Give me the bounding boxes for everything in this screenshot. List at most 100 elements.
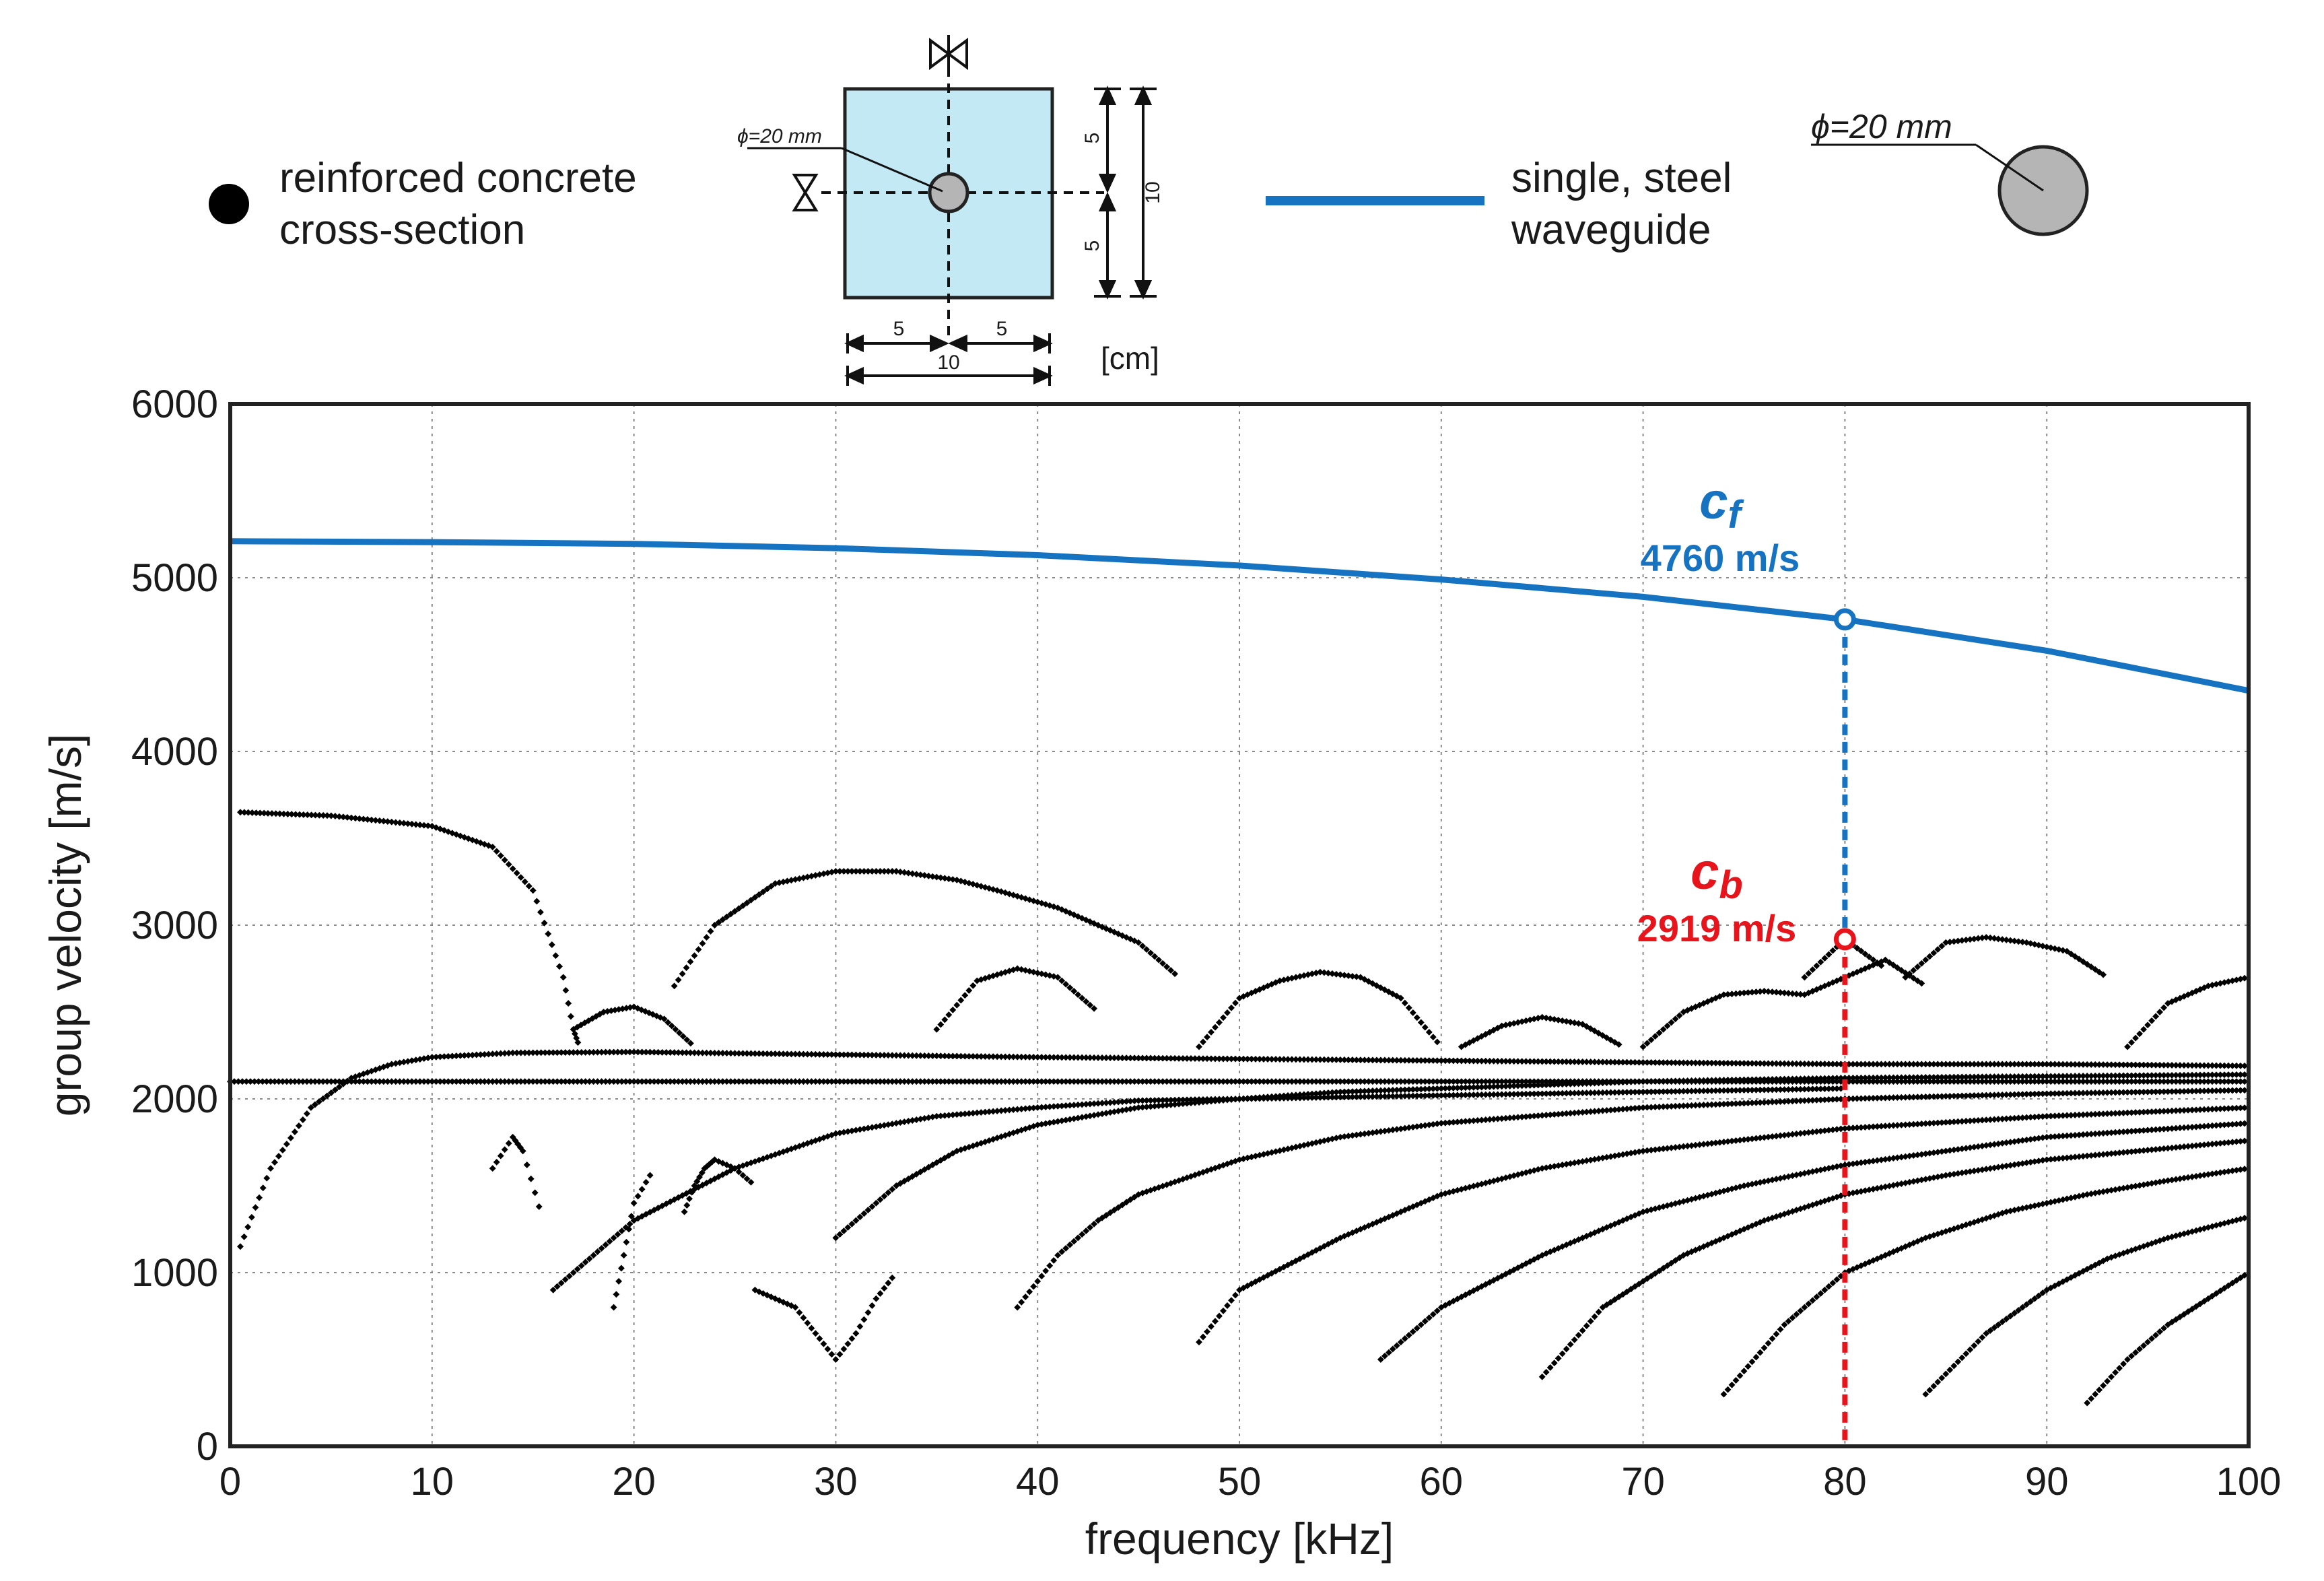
rc-point: [1050, 1054, 1058, 1061]
rc-point: [1736, 1060, 1744, 1067]
rc-point: [594, 1048, 601, 1056]
rc-point: [1825, 1085, 1833, 1092]
rc-point: [675, 976, 682, 984]
rc-point: [263, 1174, 271, 1182]
rc-point: [1575, 1331, 1582, 1339]
rc-point: [929, 873, 936, 880]
rc-point: [1050, 1103, 1058, 1110]
rc-point: [1038, 1054, 1046, 1061]
rc-point: [1462, 1078, 1469, 1085]
x-tick-label: 20: [612, 1460, 656, 1504]
rc-point: [1268, 1078, 1275, 1085]
rc-point: [2221, 1078, 2228, 1085]
rc-point: [1224, 1055, 1231, 1063]
rc-point: [2225, 1078, 2232, 1085]
rc-point: [727, 1050, 734, 1057]
rc-point: [1353, 1056, 1360, 1064]
rc-point: [1938, 1078, 1946, 1085]
rc-point: [549, 1286, 557, 1293]
rc-point: [1377, 1056, 1384, 1064]
rc-point: [1736, 1087, 1744, 1094]
steel-section-diagram: ϕ=20 mm: [1811, 108, 2089, 236]
rc-point: [2241, 1062, 2248, 1069]
rc-point: [606, 1048, 613, 1056]
rc-point: [691, 952, 698, 960]
rc-point: [1079, 1114, 1086, 1121]
rc-point: [804, 1078, 811, 1085]
rc-point: [1441, 1085, 1449, 1092]
rc-point: [2112, 1078, 2119, 1085]
rc-point: [929, 1113, 936, 1120]
rc-point: [1506, 1078, 1513, 1085]
rc-point: [1999, 1061, 2006, 1068]
rc-point: [1987, 1078, 1994, 1085]
rc-point: [703, 1078, 710, 1085]
rc-point: [1950, 1061, 1958, 1068]
rc-point: [1534, 1081, 1542, 1089]
rc-point: [1546, 1015, 1554, 1022]
rc-point: [1216, 1019, 1223, 1026]
rc-point: [316, 811, 323, 819]
rc-point: [1478, 1078, 1485, 1085]
rc-point: [1014, 1053, 1021, 1061]
rc-point: [1660, 1088, 1667, 1096]
rc-point: [877, 1196, 884, 1203]
rc-point: [586, 1048, 593, 1056]
rc-point: [780, 1078, 787, 1085]
rc-point: [1340, 1094, 1348, 1101]
rc-point: [945, 1052, 953, 1060]
rc-point: [1635, 1078, 1643, 1085]
rc-point: [1567, 1058, 1574, 1065]
rc-point: [1079, 1078, 1086, 1085]
rc-point: [1514, 1090, 1522, 1098]
rc-point: [1377, 1078, 1384, 1085]
rc-point: [1304, 1091, 1311, 1098]
rc-point: [957, 997, 965, 1004]
rc-point: [1320, 1094, 1328, 1101]
rc-point: [2003, 1078, 2010, 1085]
rc-point: [1886, 1078, 1893, 1085]
rc-point: [2072, 1078, 2079, 1085]
cb-marker: [1833, 928, 1856, 951]
rc-point: [2039, 1078, 2047, 1085]
rc-point: [448, 1052, 456, 1060]
rc-point: [1833, 1078, 1841, 1085]
rc-point: [1995, 1078, 2002, 1085]
rc-point: [545, 930, 552, 937]
x-tick-labels: 0 10 20 30 40 50 60 70 80 90 100: [219, 1460, 2282, 1504]
rc-point: [1123, 1078, 1130, 1085]
rc-point: [287, 1135, 294, 1141]
rc-point: [1389, 1087, 1396, 1094]
rc-point: [638, 1186, 646, 1193]
rc-point: [1212, 1023, 1219, 1031]
rc-point: [1490, 1078, 1497, 1085]
rc-point: [1954, 1061, 1962, 1068]
rc-point: [986, 1108, 993, 1116]
rc-point: [1232, 1055, 1239, 1063]
rc-point: [1353, 1087, 1360, 1095]
rc-point: [565, 1000, 572, 1007]
rc-point: [1296, 1078, 1303, 1085]
rc-point: [1107, 1099, 1114, 1106]
rc-point: [1252, 1055, 1259, 1063]
rc-point: [343, 1078, 351, 1085]
rc-point: [1377, 1087, 1384, 1094]
rc-point: [1212, 1078, 1219, 1085]
rc-point: [2124, 1061, 2131, 1069]
rc-point: [788, 1050, 795, 1058]
rc-point: [1336, 1094, 1344, 1101]
rc-point: [2185, 1062, 2192, 1069]
rc-point: [1409, 1056, 1416, 1064]
rc-point: [400, 1058, 407, 1066]
rc-point: [1272, 1056, 1279, 1063]
rc-point: [941, 1016, 949, 1023]
rc-point: [1272, 1078, 1279, 1085]
rc-point: [1401, 999, 1408, 1007]
rc-point: [1591, 1089, 1598, 1096]
rc-point: [1817, 1061, 1824, 1068]
rc-point: [1062, 1102, 1070, 1109]
rc-point: [420, 1078, 428, 1085]
rc-point: [868, 1078, 876, 1085]
rc-point: [1522, 1058, 1530, 1065]
rc-point: [517, 1049, 524, 1056]
